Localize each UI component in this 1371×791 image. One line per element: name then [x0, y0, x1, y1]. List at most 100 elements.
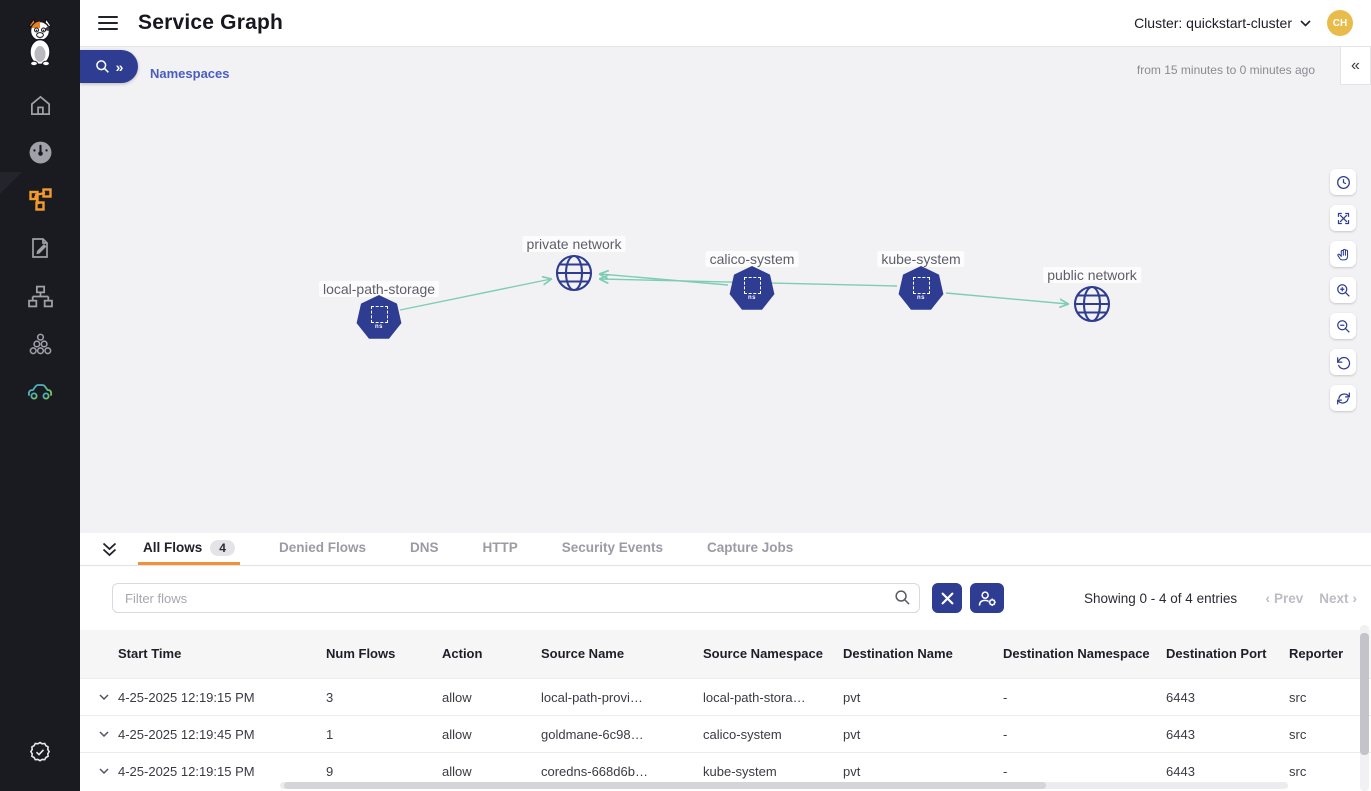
- graph-node-label[interactable]: private network: [522, 236, 626, 252]
- column-header[interactable]: Destination Namespace: [1003, 645, 1150, 661]
- column-header[interactable]: Num Flows: [326, 645, 396, 661]
- sidebar-item-certified[interactable]: [0, 732, 80, 772]
- column-header[interactable]: Source Namespace: [703, 645, 823, 661]
- clear-filter-button[interactable]: [932, 583, 962, 613]
- double-chevron-left-icon: «: [1351, 56, 1360, 74]
- cell-reporter: src: [1289, 726, 1307, 742]
- cell-action: allow: [442, 689, 472, 705]
- zoom-out-button[interactable]: [1330, 313, 1356, 339]
- collapse-flows-button[interactable]: [80, 533, 138, 565]
- graph-node-label[interactable]: local-path-storage: [318, 281, 440, 297]
- sidebar-item-compliance-car[interactable]: [0, 371, 80, 411]
- tab-denied-flows[interactable]: Denied Flows: [274, 533, 371, 565]
- sidebar: [0, 0, 80, 791]
- column-header[interactable]: Start Time: [118, 645, 182, 661]
- sidebar-item-dashboard[interactable]: [0, 132, 80, 172]
- column-header[interactable]: Reporter: [1289, 645, 1344, 661]
- tab-label: HTTP: [482, 540, 518, 555]
- cell-destination-name: pvt: [843, 689, 861, 705]
- column-header[interactable]: Source Name: [541, 645, 625, 661]
- column-header[interactable]: Destination Port: [1166, 645, 1267, 661]
- cluster-select[interactable]: Cluster: quickstart-cluster: [1134, 15, 1311, 31]
- zoom-in-button[interactable]: [1330, 277, 1356, 303]
- graph-node-label[interactable]: calico-system: [705, 251, 799, 267]
- horizontal-scrollbar-thumb[interactable]: [284, 782, 1046, 789]
- cell-source-name: goldmane-6c98…: [541, 726, 644, 742]
- chevron-down-icon: [1300, 19, 1311, 27]
- breadcrumb[interactable]: Namespaces: [150, 66, 230, 81]
- time-range-label: from 15 minutes to 0 minutes ago: [1136, 63, 1315, 77]
- undo-layout-button[interactable]: [1330, 349, 1356, 375]
- cell-start-time: 4-25-2025 12:19:15 PM: [118, 763, 255, 779]
- tab-label: Denied Flows: [278, 540, 366, 555]
- horizontal-scrollbar[interactable]: [280, 782, 1288, 789]
- user-gear-icon: [978, 590, 996, 606]
- sidebar-item-clusters[interactable]: [0, 324, 80, 364]
- flow-row[interactable]: 4-25-2025 12:19:45 PM 1 allow goldmane-6…: [80, 715, 1371, 752]
- globe-icon: [1073, 285, 1111, 323]
- graph-node-kube-system[interactable]: ns: [898, 266, 944, 312]
- cell-destination-namespace: -: [1003, 726, 1008, 742]
- search-icon[interactable]: [894, 589, 911, 606]
- cell-num-flows: 1: [326, 726, 334, 742]
- row-expand-icon[interactable]: [90, 694, 118, 700]
- app-header: Service Graph Cluster: quickstart-cluste…: [80, 0, 1371, 47]
- service-graph-canvas[interactable]: local-path-storage ns private network ca…: [80, 47, 1371, 533]
- fit-screen-button[interactable]: [1330, 205, 1356, 231]
- avatar[interactable]: CH: [1327, 10, 1353, 36]
- tab-dns[interactable]: DNS: [405, 533, 444, 565]
- flows-filter-row: Showing 0 - 4 of 4 entries ‹ Prev Next ›: [80, 581, 1371, 615]
- time-settings-button[interactable]: [1330, 169, 1356, 195]
- cell-start-time: 4-25-2025 12:19:15 PM: [118, 689, 255, 705]
- sidebar-item-policies[interactable]: [0, 228, 80, 268]
- flow-row[interactable]: 4-25-2025 12:19:15 PM 3 allow local-path…: [80, 678, 1371, 715]
- pan-button[interactable]: [1330, 241, 1356, 267]
- showing-entries-label: Showing 0 - 4 of 4 entries: [1084, 590, 1238, 606]
- cell-reporter: src: [1289, 689, 1307, 705]
- graph-node-private-network[interactable]: [552, 251, 596, 295]
- cell-reporter: src: [1289, 763, 1307, 779]
- next-page-button[interactable]: Next ›: [1319, 591, 1357, 606]
- row-expand-icon[interactable]: [90, 768, 118, 774]
- tab-capture-jobs[interactable]: Capture Jobs: [702, 533, 798, 565]
- row-expand-icon[interactable]: [90, 731, 118, 737]
- compliance-car-icon: [27, 384, 53, 400]
- hand-icon: [1336, 248, 1348, 260]
- sidebar-item-service-graph[interactable]: [0, 180, 80, 220]
- prev-label: Prev: [1273, 590, 1304, 606]
- pagination: ‹ Prev Next ›: [1265, 591, 1357, 606]
- graph-node-local-path-storage[interactable]: ns: [356, 295, 402, 341]
- refresh-button[interactable]: [1330, 385, 1356, 411]
- tab-security-events[interactable]: Security Events: [557, 533, 668, 565]
- tab-all-flows[interactable]: All Flows 4: [138, 533, 240, 565]
- menu-toggle-icon[interactable]: [98, 16, 118, 30]
- search-icon: [95, 60, 109, 73]
- vertical-scrollbar[interactable]: [1360, 625, 1369, 791]
- graph-node-label[interactable]: kube-system: [877, 251, 965, 267]
- expand-icon: [1337, 212, 1349, 224]
- graph-node-label[interactable]: public network: [1043, 267, 1141, 283]
- prev-page-button[interactable]: ‹ Prev: [1265, 591, 1303, 606]
- column-header[interactable]: Action: [442, 645, 483, 661]
- flows-tabbar: All Flows 4 Denied Flows DNS HTTP Securi…: [80, 533, 1371, 566]
- policies-icon: [32, 238, 48, 258]
- calico-cat-logo[interactable]: [0, 14, 80, 70]
- sidebar-item-network[interactable]: [0, 276, 80, 316]
- filter-flows-input[interactable]: [112, 583, 920, 613]
- cell-num-flows: 3: [326, 689, 334, 705]
- graph-node-calico-system[interactable]: ns: [729, 266, 775, 312]
- flow-columns-settings-button[interactable]: [970, 583, 1004, 613]
- column-header[interactable]: Destination Name: [843, 645, 953, 661]
- namespace-icon: ns: [898, 266, 944, 310]
- collapse-panel-button[interactable]: «: [1340, 47, 1371, 85]
- namespace-icon: ns: [729, 266, 775, 310]
- zoom-out-icon: [1336, 319, 1350, 333]
- sidebar-item-home[interactable]: [0, 85, 80, 125]
- graph-search-button[interactable]: »: [80, 50, 138, 83]
- tab-label: DNS: [409, 540, 439, 555]
- tab-http[interactable]: HTTP: [477, 533, 522, 565]
- vertical-scrollbar-thumb[interactable]: [1360, 633, 1369, 755]
- cell-destination-name: pvt: [843, 763, 861, 779]
- flow-row[interactable]: 4-25-2025 12:19:15 PM 9 allow coredns-66…: [80, 752, 1371, 789]
- graph-node-public-network[interactable]: [1070, 282, 1114, 326]
